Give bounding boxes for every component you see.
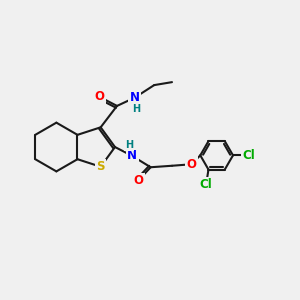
Text: H: H [132, 104, 140, 114]
Text: S: S [96, 160, 105, 173]
Text: O: O [95, 91, 105, 103]
Text: N: N [127, 149, 137, 162]
Text: Cl: Cl [200, 178, 212, 191]
Text: N: N [130, 91, 140, 104]
Text: H: H [125, 140, 133, 150]
Text: O: O [186, 158, 197, 171]
Text: Cl: Cl [242, 149, 255, 162]
Text: O: O [133, 174, 143, 187]
